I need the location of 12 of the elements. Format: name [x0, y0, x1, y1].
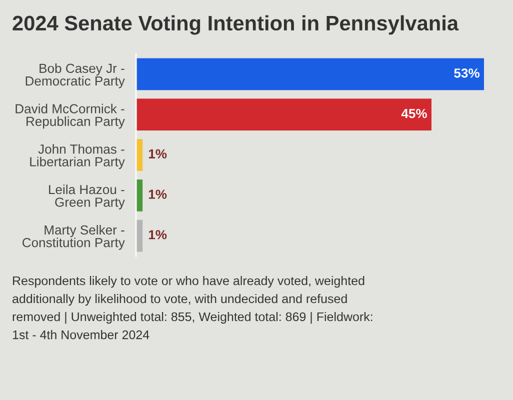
data-label: 1% [148, 230, 167, 240]
y-tick-label: Bob Casey Jr - Democratic Party [26, 63, 125, 88]
data-label: 1% [148, 149, 167, 158]
chart-title: 2024 Senate Voting Intention in Pennsylvania [12, 15, 459, 35]
text: Respondents likely to vote or who have already voted, weighted additionally by likelihood to vote, with undecided and refused removed | Unweighted total: 855, Weighted total: 869 | Fieldwork: 1st - 4th November 2024 [12, 276, 372, 340]
y-tick-label: Leila Hazou - Green Party [49, 184, 125, 210]
data-label: 45% [401, 108, 427, 118]
y-tick-label: Marty Selker - Constitution Party [22, 224, 125, 250]
y-tick-label: David McCormick - Republican Party [16, 104, 125, 129]
y-tick-label: John Thomas - Libertarian Party [30, 144, 125, 169]
data-label: 1% [148, 190, 167, 199]
data-label: 53% [454, 68, 480, 78]
